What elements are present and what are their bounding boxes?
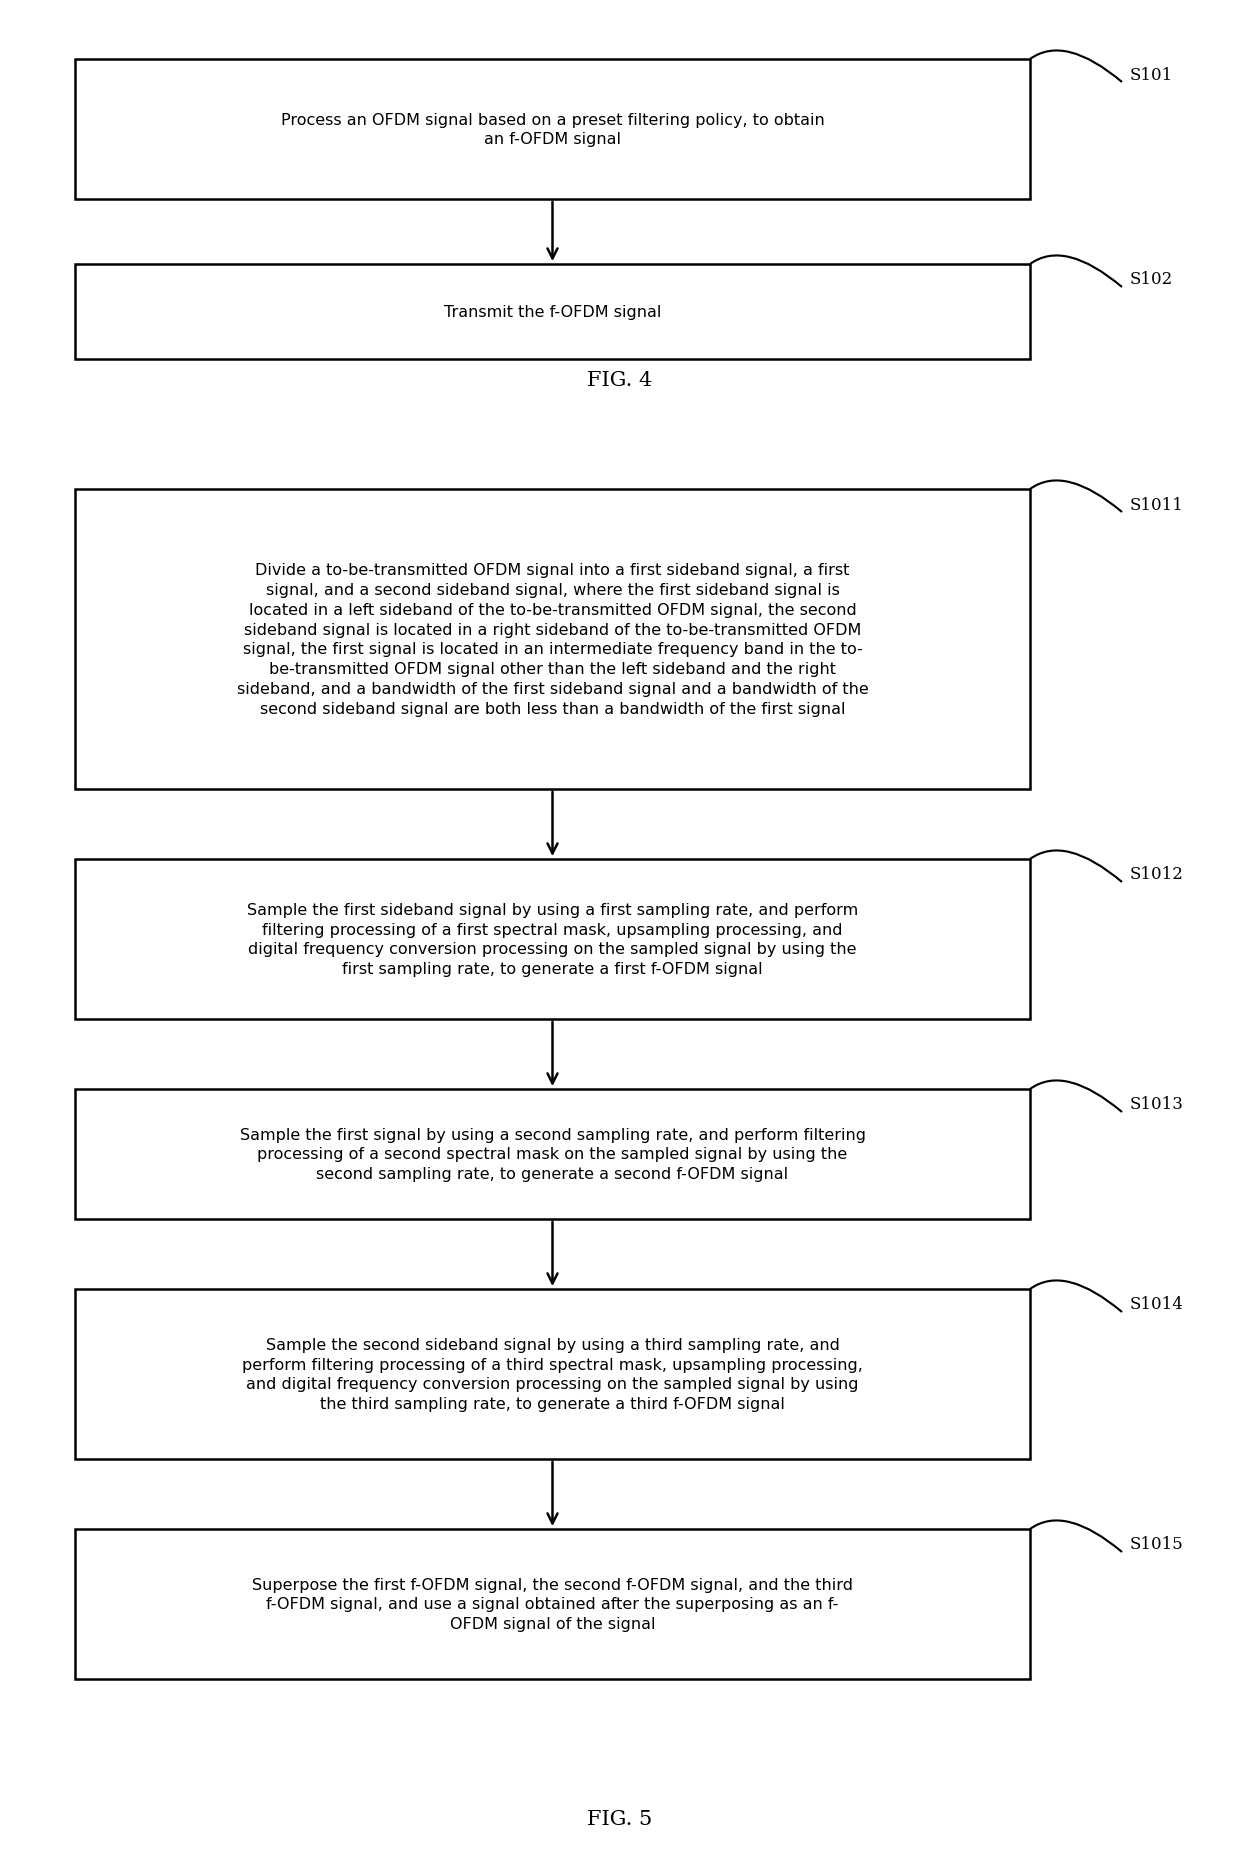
Text: S102: S102 xyxy=(1130,272,1173,288)
Text: FIG. 5: FIG. 5 xyxy=(588,1809,652,1828)
Text: S1014: S1014 xyxy=(1130,1296,1184,1313)
Text: S1011: S1011 xyxy=(1130,496,1184,513)
Bar xyxy=(74,1289,1030,1459)
Text: S101: S101 xyxy=(1130,66,1173,84)
Text: S1013: S1013 xyxy=(1130,1096,1184,1113)
Text: Sample the first sideband signal by using a first sampling rate, and perform
fil: Sample the first sideband signal by usin… xyxy=(247,903,858,976)
Text: FIG. 4: FIG. 4 xyxy=(588,371,652,390)
Bar xyxy=(74,1090,1030,1219)
Text: S1012: S1012 xyxy=(1130,865,1184,882)
Text: Sample the first signal by using a second sampling rate, and perform filtering
p: Sample the first signal by using a secon… xyxy=(239,1128,866,1182)
Text: Divide a to-be-transmitted OFDM signal into a first sideband signal, a first
sig: Divide a to-be-transmitted OFDM signal i… xyxy=(237,564,868,715)
Text: S1015: S1015 xyxy=(1130,1536,1184,1553)
Bar xyxy=(74,60,1030,200)
Bar xyxy=(74,860,1030,1019)
Text: Superpose the first f-OFDM signal, the second f-OFDM signal, and the third
f-OFD: Superpose the first f-OFDM signal, the s… xyxy=(252,1577,853,1631)
Text: Process an OFDM signal based on a preset filtering policy, to obtain
an f-OFDM s: Process an OFDM signal based on a preset… xyxy=(280,112,825,148)
Text: Sample the second sideband signal by using a third sampling rate, and
perform fi: Sample the second sideband signal by usi… xyxy=(242,1337,863,1412)
Bar xyxy=(74,264,1030,360)
Text: Transmit the f-OFDM signal: Transmit the f-OFDM signal xyxy=(444,305,661,320)
Bar xyxy=(74,489,1030,790)
Bar xyxy=(74,1528,1030,1678)
